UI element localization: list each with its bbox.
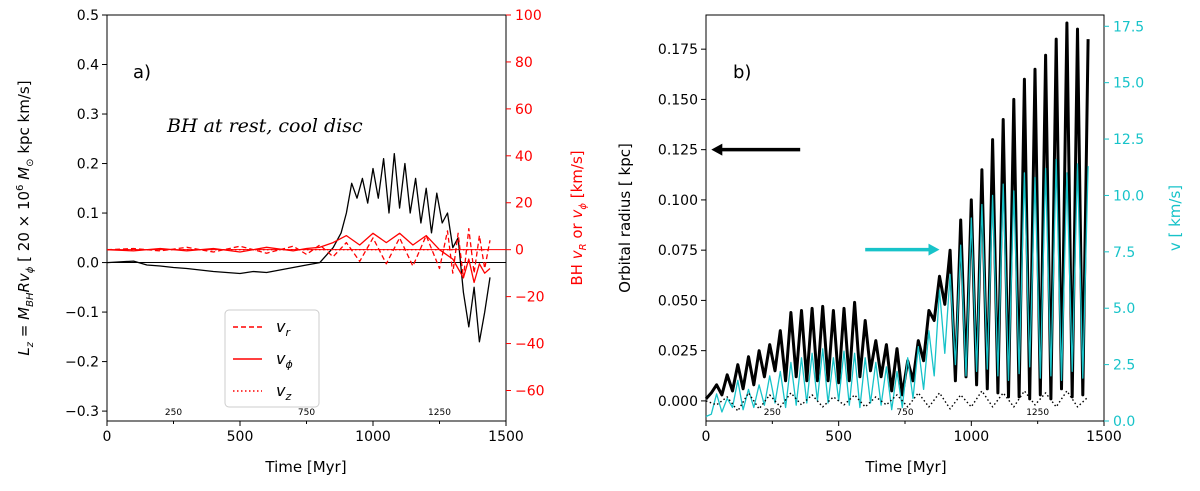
panel-b: 0 500 1000 1500 250 750 1250 0.000 0.025 0.050 0.0… bbox=[616, 14, 1184, 476]
arrow-left-head bbox=[711, 143, 723, 156]
y-left-tick-label: 0.075 bbox=[658, 243, 698, 259]
y-left-tick-label: −0.1 bbox=[65, 305, 99, 321]
y-right-tick-label: 7.5 bbox=[1113, 245, 1135, 261]
x-tick-label: 0 bbox=[702, 429, 711, 445]
x-tick-label: 1000 bbox=[355, 429, 391, 445]
series-line-v bbox=[705, 158, 1089, 418]
x-tick-label: 500 bbox=[825, 429, 852, 445]
y-left-tick-label: 0.025 bbox=[658, 344, 698, 360]
y-right-tick-label: −20 bbox=[515, 290, 545, 306]
x-minor-tick-label: 250 bbox=[764, 408, 781, 418]
x-minor-tick-label: 1250 bbox=[428, 408, 451, 418]
panel-b-ticks: 0 500 1000 1500 250 750 1250 0.000 0.025 0.050 0.0… bbox=[658, 19, 1144, 445]
panel-b-arrows bbox=[711, 143, 940, 256]
y-right-tick-label: 12.5 bbox=[1113, 132, 1144, 148]
y-left-tick-label: 0.2 bbox=[77, 157, 99, 173]
x-minor-tick-label: 750 bbox=[896, 408, 913, 418]
y-right-tick-label: 40 bbox=[515, 149, 533, 165]
x-tick-label: 0 bbox=[103, 429, 112, 445]
series-line-z bbox=[705, 390, 1089, 412]
y-left-tick-label: 0.000 bbox=[658, 394, 698, 410]
y-left-tick-label: 0.050 bbox=[658, 293, 698, 309]
panel-a-ylabel-right: BH vR or vϕ [km/s] bbox=[568, 150, 589, 285]
y-left-tick-label: −0.3 bbox=[65, 404, 99, 420]
y-left-tick-label: 0.150 bbox=[658, 92, 698, 108]
legend-box bbox=[224, 309, 320, 408]
y-right-tick-label: 100 bbox=[515, 8, 542, 24]
series-line-Lz bbox=[106, 152, 491, 343]
series-line-radius bbox=[704, 21, 1090, 401]
y-left-tick-label: 0.175 bbox=[658, 42, 698, 58]
y-right-tick-label: 20 bbox=[515, 196, 533, 212]
series-line-vr bbox=[106, 227, 491, 279]
panel-b-ylabel-right: v [ km/s] bbox=[1166, 185, 1184, 251]
panel-b-series bbox=[704, 21, 1090, 418]
y-right-tick-label: 80 bbox=[515, 55, 533, 71]
y-left-tick-label: 0.125 bbox=[658, 143, 698, 159]
x-tick-label: 1500 bbox=[488, 429, 524, 445]
y-right-tick-label: 0.0 bbox=[1113, 414, 1135, 430]
y-right-tick-label: 2.5 bbox=[1113, 358, 1135, 374]
x-minor-tick-label: 750 bbox=[298, 408, 315, 418]
y-right-tick-label: 15.0 bbox=[1113, 76, 1144, 92]
panel-a-annotation: BH at rest, cool disc bbox=[166, 115, 363, 137]
x-tick-label: 1500 bbox=[1086, 429, 1122, 445]
panel-a-legend: vr vϕ vz bbox=[224, 309, 320, 408]
y-left-tick-label: 0.1 bbox=[77, 206, 99, 222]
arrow-right-head bbox=[928, 243, 940, 256]
y-left-tick-label: 0.0 bbox=[77, 256, 99, 272]
x-minor-tick-label: 250 bbox=[165, 408, 182, 418]
y-right-tick-label: 10.0 bbox=[1113, 188, 1144, 204]
x-minor-tick-label: 1250 bbox=[1026, 408, 1049, 418]
y-right-tick-label: 17.5 bbox=[1113, 19, 1144, 35]
series-line-v bbox=[106, 232, 491, 284]
y-right-tick-label: −60 bbox=[515, 383, 545, 399]
panel-b-label: b) bbox=[733, 62, 751, 83]
x-tick-label: 500 bbox=[227, 429, 254, 445]
y-left-tick-label: 0.4 bbox=[77, 58, 99, 74]
panel-a-xlabel: Time [Myr] bbox=[264, 458, 346, 476]
y-right-tick-label: −40 bbox=[515, 337, 545, 353]
y-left-tick-label: −0.2 bbox=[65, 355, 99, 371]
panel-b-ylabel-left: Orbital radius [ kpc] bbox=[616, 143, 634, 293]
y-left-tick-label: 0.3 bbox=[77, 107, 99, 123]
panel-b-xlabel: Time [Myr] bbox=[864, 458, 946, 476]
y-right-tick-label: 0 bbox=[515, 243, 524, 259]
y-left-tick-label: 0.100 bbox=[658, 193, 698, 209]
y-left-tick-label: 0.5 bbox=[77, 8, 99, 24]
y-right-tick-label: 5.0 bbox=[1113, 301, 1135, 317]
panel-a-ylabel-left: Lz = MBHRvϕ [ 20 × 106 M⊙ kpc km/s] bbox=[15, 80, 36, 355]
y-right-tick-label: 60 bbox=[515, 102, 533, 118]
panel-a-label: a) bbox=[133, 62, 151, 83]
panel-a-series bbox=[106, 152, 506, 343]
x-tick-label: 1000 bbox=[954, 429, 990, 445]
